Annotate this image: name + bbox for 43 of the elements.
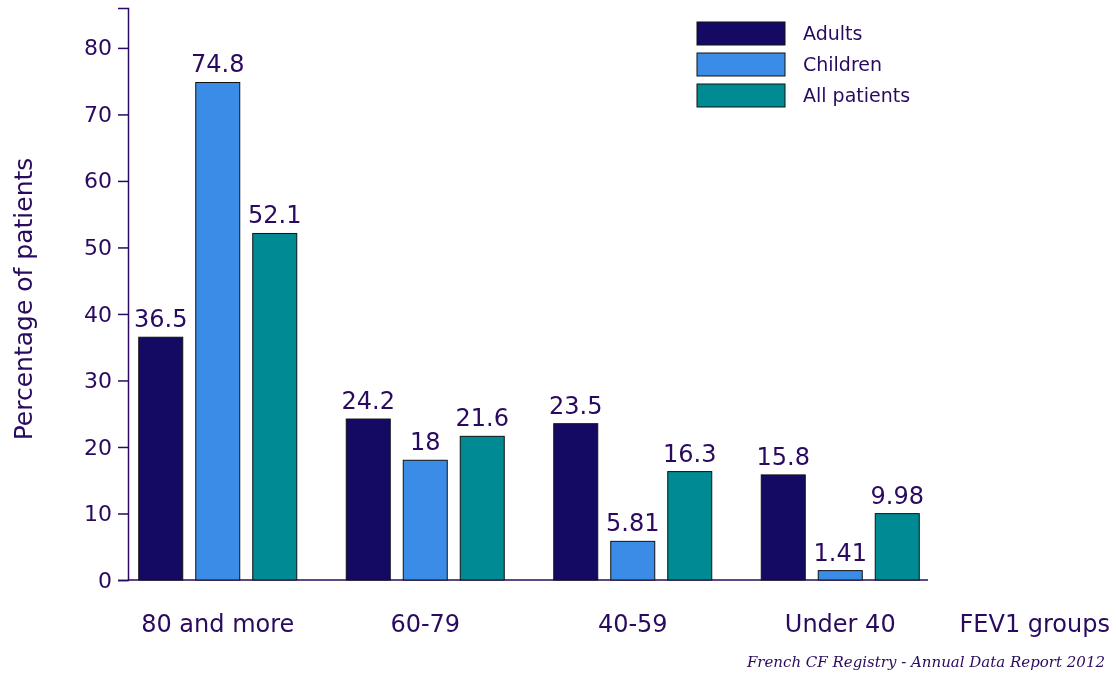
data-label: 5.81 [606,509,660,538]
data-label: 9.98 [870,481,924,510]
y-tick-label: 0 [98,567,112,593]
data-label: 23.5 [549,391,603,420]
y-tick-label: 20 [84,434,112,460]
data-label: 24.2 [341,387,395,416]
data-label: 18 [409,428,441,457]
bar [667,471,713,581]
data-label: 1.41 [813,538,867,567]
data-label: 21.6 [455,404,509,433]
y-tick-label: 60 [84,168,112,194]
data-label: 15.8 [756,442,810,471]
y-tick-label: 80 [84,35,112,61]
y-tick-label: 10 [84,501,112,527]
bar [610,540,656,581]
y-tick-label: 30 [84,368,112,394]
legend-label: Adults [803,22,863,44]
data-label: 52.1 [248,201,302,230]
legend-label: Children [803,53,883,75]
data-label: 74.8 [191,50,245,79]
bar [817,570,863,581]
data-label: 36.5 [134,305,188,334]
bar [138,336,184,581]
x-axis-title: FEV1 groups [959,610,1110,638]
data-label: 16.3 [663,439,717,468]
bar [760,474,806,581]
x-tick-label: Under 40 [784,610,896,638]
y-tick-label: 70 [84,101,112,127]
x-tick-label: 40-59 [597,610,668,638]
text: French CF Registry - Annual Data Report 2012 [745,653,1105,671]
x-tick-label: 60-79 [390,610,461,638]
bar [402,459,448,581]
bar [345,418,391,581]
y-tick-label: 50 [84,234,112,260]
x-tick-label: 80 and more [141,610,295,638]
bar [459,435,505,581]
bar [874,513,920,581]
y-tick-label: 40 [84,301,112,327]
bar [195,81,241,581]
bar [553,423,599,581]
legend-label: All patients [803,84,911,106]
y-axis-title: Percentage of patients [9,157,38,441]
bar [252,232,298,581]
